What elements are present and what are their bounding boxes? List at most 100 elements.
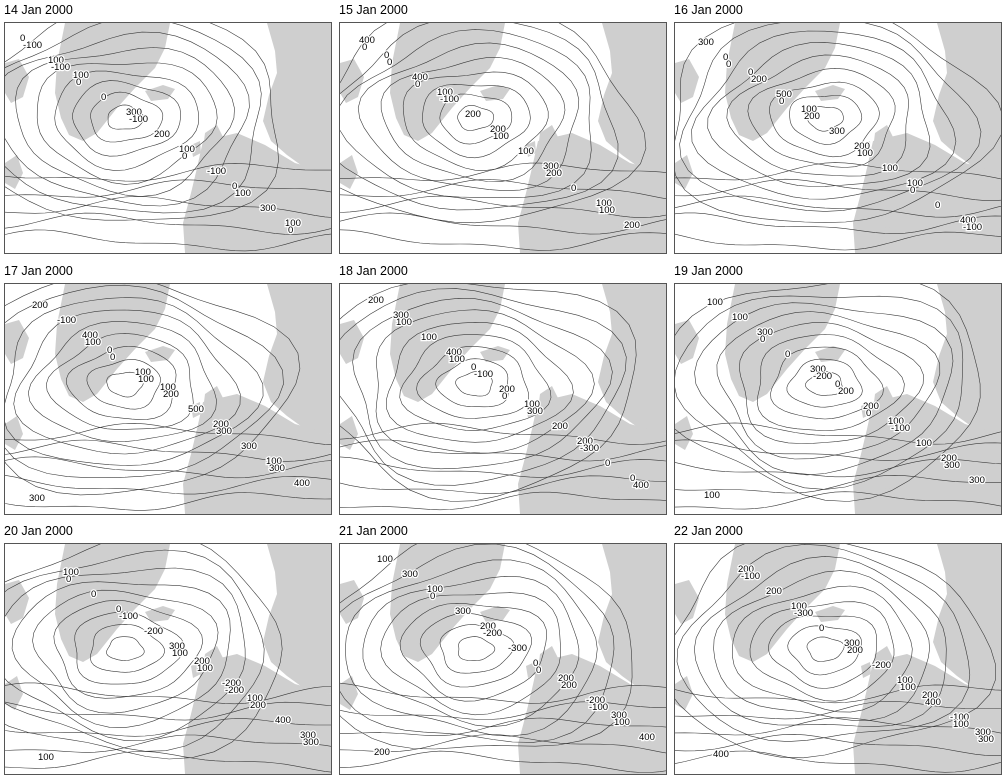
land-mass bbox=[340, 59, 364, 103]
land-mass bbox=[933, 284, 1001, 434]
contour-label: -300 bbox=[508, 643, 527, 654]
contour-line bbox=[805, 371, 843, 396]
contour-map: 0 100 200 100 300 300 200 100 300 100 0 200 -100 300 1… bbox=[674, 283, 1002, 515]
land-mass bbox=[55, 23, 170, 141]
contour-line bbox=[5, 163, 331, 182]
land-mass bbox=[598, 284, 666, 434]
contour-label: -100 bbox=[589, 702, 608, 713]
contour-label: 100 bbox=[437, 87, 453, 98]
land-mass bbox=[725, 284, 840, 402]
land-mass bbox=[203, 646, 223, 682]
land-mass bbox=[518, 654, 666, 774]
contour-label: 300 bbox=[844, 638, 860, 649]
contour-line bbox=[457, 105, 495, 131]
contour-label: 100 bbox=[179, 144, 195, 155]
contour-label: 100 bbox=[396, 317, 412, 328]
contour-line bbox=[675, 474, 1001, 494]
contour-line bbox=[675, 701, 1001, 720]
contour-label: -100 bbox=[207, 166, 226, 177]
contour-label: 300 bbox=[169, 641, 185, 652]
contour-map-svg: 010020030010040040020010002000-100100200… bbox=[340, 23, 666, 253]
contour-label: 100 bbox=[493, 131, 509, 142]
contour-label: 200 bbox=[577, 436, 593, 447]
land-mass bbox=[598, 23, 666, 173]
land-mass bbox=[145, 606, 175, 622]
contour-line bbox=[5, 212, 331, 235]
contour-label: 100 bbox=[247, 693, 263, 704]
land-mass bbox=[525, 742, 666, 774]
contour-label: 0 bbox=[430, 591, 435, 602]
contour-label: 0 bbox=[723, 52, 728, 63]
land-mass bbox=[538, 386, 558, 422]
land-mass bbox=[263, 284, 331, 434]
land-mass bbox=[675, 320, 699, 364]
contour-label: 100 bbox=[596, 198, 612, 209]
contour-label: 0 bbox=[107, 345, 112, 356]
contour-map-svg: 0100200100400050030010003002002001000-10… bbox=[675, 23, 1001, 253]
contour-map: 0 100 200 100 400 0 500 300 100 0 300 200 200 100 0 -10… bbox=[674, 22, 1002, 254]
land-mass bbox=[861, 141, 871, 157]
contour-line bbox=[787, 625, 862, 676]
contour-line bbox=[106, 636, 145, 662]
contour-label: -100 bbox=[51, 62, 70, 73]
contour-line bbox=[5, 492, 331, 511]
contour-label: 300 bbox=[829, 126, 845, 137]
contour-line bbox=[5, 474, 331, 495]
contour-line bbox=[340, 23, 647, 224]
contour-line bbox=[769, 81, 880, 158]
panel-date-title: 22 Jan 2000 bbox=[674, 524, 743, 538]
contour-line bbox=[340, 29, 592, 199]
contour-line bbox=[675, 231, 1001, 251]
contour-label: -100 bbox=[57, 315, 76, 326]
contour-map: 0 100 200 0 300 400 200 200 0 200 100 -100 300 -300 40… bbox=[339, 283, 667, 515]
contour-line bbox=[675, 491, 1001, 510]
contour-label: 100 bbox=[172, 648, 188, 659]
land-mass bbox=[675, 416, 693, 450]
land-mass bbox=[5, 59, 29, 103]
land-mass bbox=[390, 544, 505, 662]
contour-label: 300 bbox=[969, 475, 985, 486]
contour-label: 0 bbox=[760, 334, 765, 345]
contour-map-svg: 2001003001000300-2004001000-200100200300… bbox=[5, 544, 331, 774]
contour-label: 0 bbox=[471, 362, 476, 373]
contour-line bbox=[675, 23, 1001, 223]
contour-label: 400 bbox=[359, 35, 375, 46]
contour-label: 100 bbox=[377, 554, 393, 565]
contour-label: 300 bbox=[944, 460, 960, 471]
land-mass bbox=[525, 482, 666, 514]
contour-label: 300 bbox=[810, 364, 826, 375]
contour-label: 200 bbox=[154, 129, 170, 140]
contour-label: 100 bbox=[427, 584, 443, 595]
land-mass bbox=[145, 346, 175, 362]
contour-line bbox=[675, 750, 1001, 773]
contour-label: 500 bbox=[776, 89, 792, 100]
contour-map: 0 100 200 300 100 400 400 200 100 0 200 0 -100 100 200… bbox=[339, 22, 667, 254]
map-panel: 17 Jan 2000 0 100 200 100 300 400 100 500 300 400-… bbox=[4, 263, 332, 523]
contour-label: 200 bbox=[490, 124, 506, 135]
land-mass bbox=[873, 386, 893, 422]
contour-map: 0 100 300 100 0 100 100 0 200 -100 300 -100 0 -100 0 10… bbox=[4, 22, 332, 254]
contour-line bbox=[676, 544, 971, 742]
land-mass bbox=[480, 606, 510, 622]
contour-line bbox=[5, 456, 331, 479]
contour-label: 100 bbox=[599, 205, 615, 216]
contour-label: 200 bbox=[374, 747, 390, 758]
contour-line bbox=[5, 439, 331, 462]
map-panel: 20 Jan 2000 200 100 300 100 0 300 -200 400 100 0 -2… bbox=[4, 523, 332, 783]
contour-line bbox=[675, 684, 1001, 704]
contour-line bbox=[352, 297, 613, 470]
contour-label: 200 bbox=[465, 109, 481, 120]
contour-label: 0 bbox=[110, 352, 115, 363]
land-mass bbox=[933, 23, 1001, 173]
contour-line bbox=[385, 321, 574, 443]
contour-label: 300 bbox=[975, 727, 991, 738]
contour-label: 0 bbox=[91, 589, 96, 600]
contour-line bbox=[362, 575, 580, 728]
contour-label: -100 bbox=[741, 571, 760, 582]
contour-line bbox=[340, 701, 666, 720]
contour-label: 100 bbox=[160, 382, 176, 393]
contour-label: 400 bbox=[82, 330, 98, 341]
land-mass bbox=[853, 654, 1001, 774]
land-mass bbox=[675, 580, 699, 624]
land-mass bbox=[203, 386, 223, 422]
